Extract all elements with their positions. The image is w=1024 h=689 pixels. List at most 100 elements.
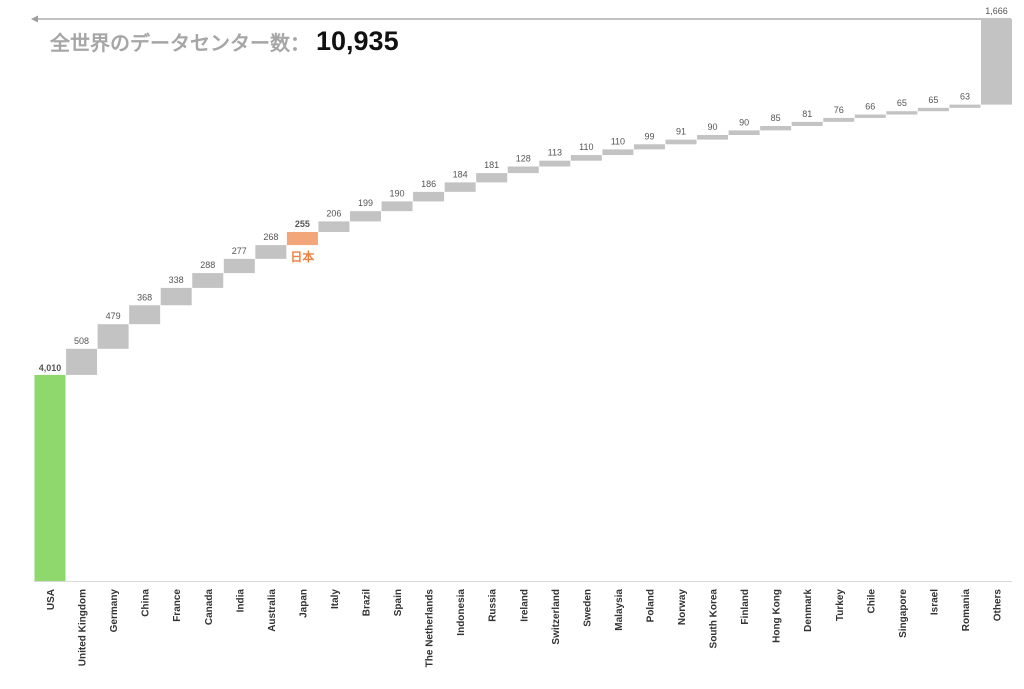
- bar-denmark: [791, 121, 823, 127]
- value-label-others: 1,666: [985, 6, 1008, 16]
- value-label-japan: 255: [295, 219, 310, 229]
- category-label-south-korea: South Korea: [709, 589, 720, 649]
- bar-the-netherlands: [413, 191, 445, 202]
- category-label-chile: Chile: [866, 589, 877, 614]
- bar-singapore: [886, 111, 918, 115]
- bar-chile: [854, 114, 886, 118]
- category-label-ireland: Ireland: [519, 589, 530, 622]
- bar-italy: [318, 221, 350, 232]
- value-label-usa: 4,010: [39, 363, 62, 373]
- category-label-israel: Israel: [929, 589, 940, 615]
- category-label-united-kingdom: United Kingdom: [78, 589, 89, 666]
- bar-germany: [97, 324, 129, 349]
- bar-france: [160, 287, 192, 306]
- bar-usa: [34, 374, 66, 581]
- category-label-france: France: [172, 589, 183, 622]
- bar-united-kingdom: [66, 348, 98, 375]
- value-label-united-kingdom: 508: [74, 336, 89, 346]
- bar-south-korea: [697, 134, 729, 140]
- value-label-finland: 90: [739, 117, 749, 127]
- value-label-spain: 190: [390, 188, 405, 198]
- bar-israel: [917, 107, 949, 112]
- category-label-australia: Australia: [267, 589, 278, 632]
- category-label-denmark: Denmark: [803, 589, 814, 632]
- category-label-brazil: Brazil: [362, 589, 373, 616]
- bar-poland: [633, 144, 665, 150]
- bar-spain: [381, 201, 413, 212]
- category-label-russia: Russia: [488, 589, 499, 622]
- bar-sweden: [570, 155, 602, 161]
- value-label-sweden: 110: [579, 142, 593, 152]
- bar-malaysia: [602, 149, 634, 156]
- value-label-brazil: 199: [358, 198, 373, 208]
- total-value: 10,935: [316, 26, 399, 56]
- total-label: 全世界のデータセンター数：: [50, 31, 310, 55]
- value-label-ireland: 128: [516, 154, 531, 164]
- value-label-romania: 63: [960, 92, 970, 102]
- category-label-japan: Japan: [298, 589, 309, 618]
- category-label-hong-kong: Hong Kong: [772, 589, 783, 643]
- category-label-malaysia: Malaysia: [614, 589, 625, 631]
- value-label-denmark: 81: [802, 109, 812, 119]
- category-label-italy: Italy: [330, 589, 341, 609]
- value-label-malaysia: 110: [611, 136, 625, 146]
- category-label-canada: Canada: [204, 589, 215, 626]
- bar-switzerland: [539, 160, 571, 167]
- category-label-norway: Norway: [677, 589, 688, 626]
- value-label-poland: 99: [644, 131, 654, 141]
- bar-ireland: [507, 166, 539, 174]
- value-label-france: 338: [169, 275, 184, 285]
- value-label-hong-kong: 85: [771, 113, 781, 123]
- category-label-others: Others: [993, 589, 1004, 622]
- value-label-the-netherlands: 186: [421, 179, 436, 189]
- bar-finland: [728, 130, 760, 135]
- value-label-australia: 268: [263, 232, 278, 242]
- bar-canada: [192, 273, 224, 288]
- bar-brazil: [350, 211, 381, 222]
- value-label-south-korea: 90: [708, 122, 718, 132]
- bar-russia: [476, 173, 508, 183]
- value-label-indonesia: 184: [453, 169, 468, 179]
- category-label-romania: Romania: [961, 589, 972, 632]
- category-label-singapore: Singapore: [898, 589, 909, 638]
- category-label-usa: USA: [46, 589, 57, 610]
- category-label-india: India: [235, 589, 246, 613]
- bar-romania: [949, 104, 981, 108]
- value-label-china: 368: [137, 292, 152, 302]
- category-label-turkey: Turkey: [835, 589, 846, 621]
- bar-india: [223, 258, 255, 274]
- category-label-indonesia: Indonesia: [456, 589, 467, 636]
- value-label-switzerland: 113: [548, 148, 562, 158]
- bar-china: [129, 305, 161, 325]
- bar-australia: [255, 245, 287, 259]
- category-label-switzerland: Switzerland: [551, 589, 562, 645]
- highlight-label: 日本: [290, 249, 314, 264]
- category-label-poland: Poland: [645, 589, 656, 622]
- value-label-israel: 65: [928, 95, 938, 105]
- bar-japan: [286, 231, 318, 246]
- value-label-india: 277: [232, 246, 247, 256]
- value-label-russia: 181: [484, 160, 499, 170]
- bar-others: [981, 19, 1012, 105]
- category-label-the-netherlands: The Netherlands: [425, 589, 436, 668]
- bar-hong-kong: [760, 126, 792, 131]
- total-arrow-head: [31, 15, 38, 23]
- category-label-china: China: [141, 589, 152, 617]
- value-label-chile: 66: [865, 102, 875, 112]
- category-label-finland: Finland: [740, 589, 751, 625]
- bar-turkey: [823, 117, 855, 122]
- chart-title: 全世界のデータセンター数： 10,935: [50, 26, 399, 57]
- value-label-italy: 206: [326, 208, 341, 218]
- category-label-spain: Spain: [393, 589, 404, 616]
- category-label-sweden: Sweden: [582, 589, 593, 627]
- value-label-singapore: 65: [897, 98, 907, 108]
- value-label-turkey: 76: [834, 105, 844, 115]
- category-label-germany: Germany: [109, 589, 120, 633]
- value-label-canada: 288: [200, 260, 215, 270]
- bar-indonesia: [444, 182, 476, 192]
- bar-norway: [665, 139, 697, 145]
- value-label-norway: 91: [676, 127, 686, 137]
- value-label-germany: 479: [106, 311, 121, 321]
